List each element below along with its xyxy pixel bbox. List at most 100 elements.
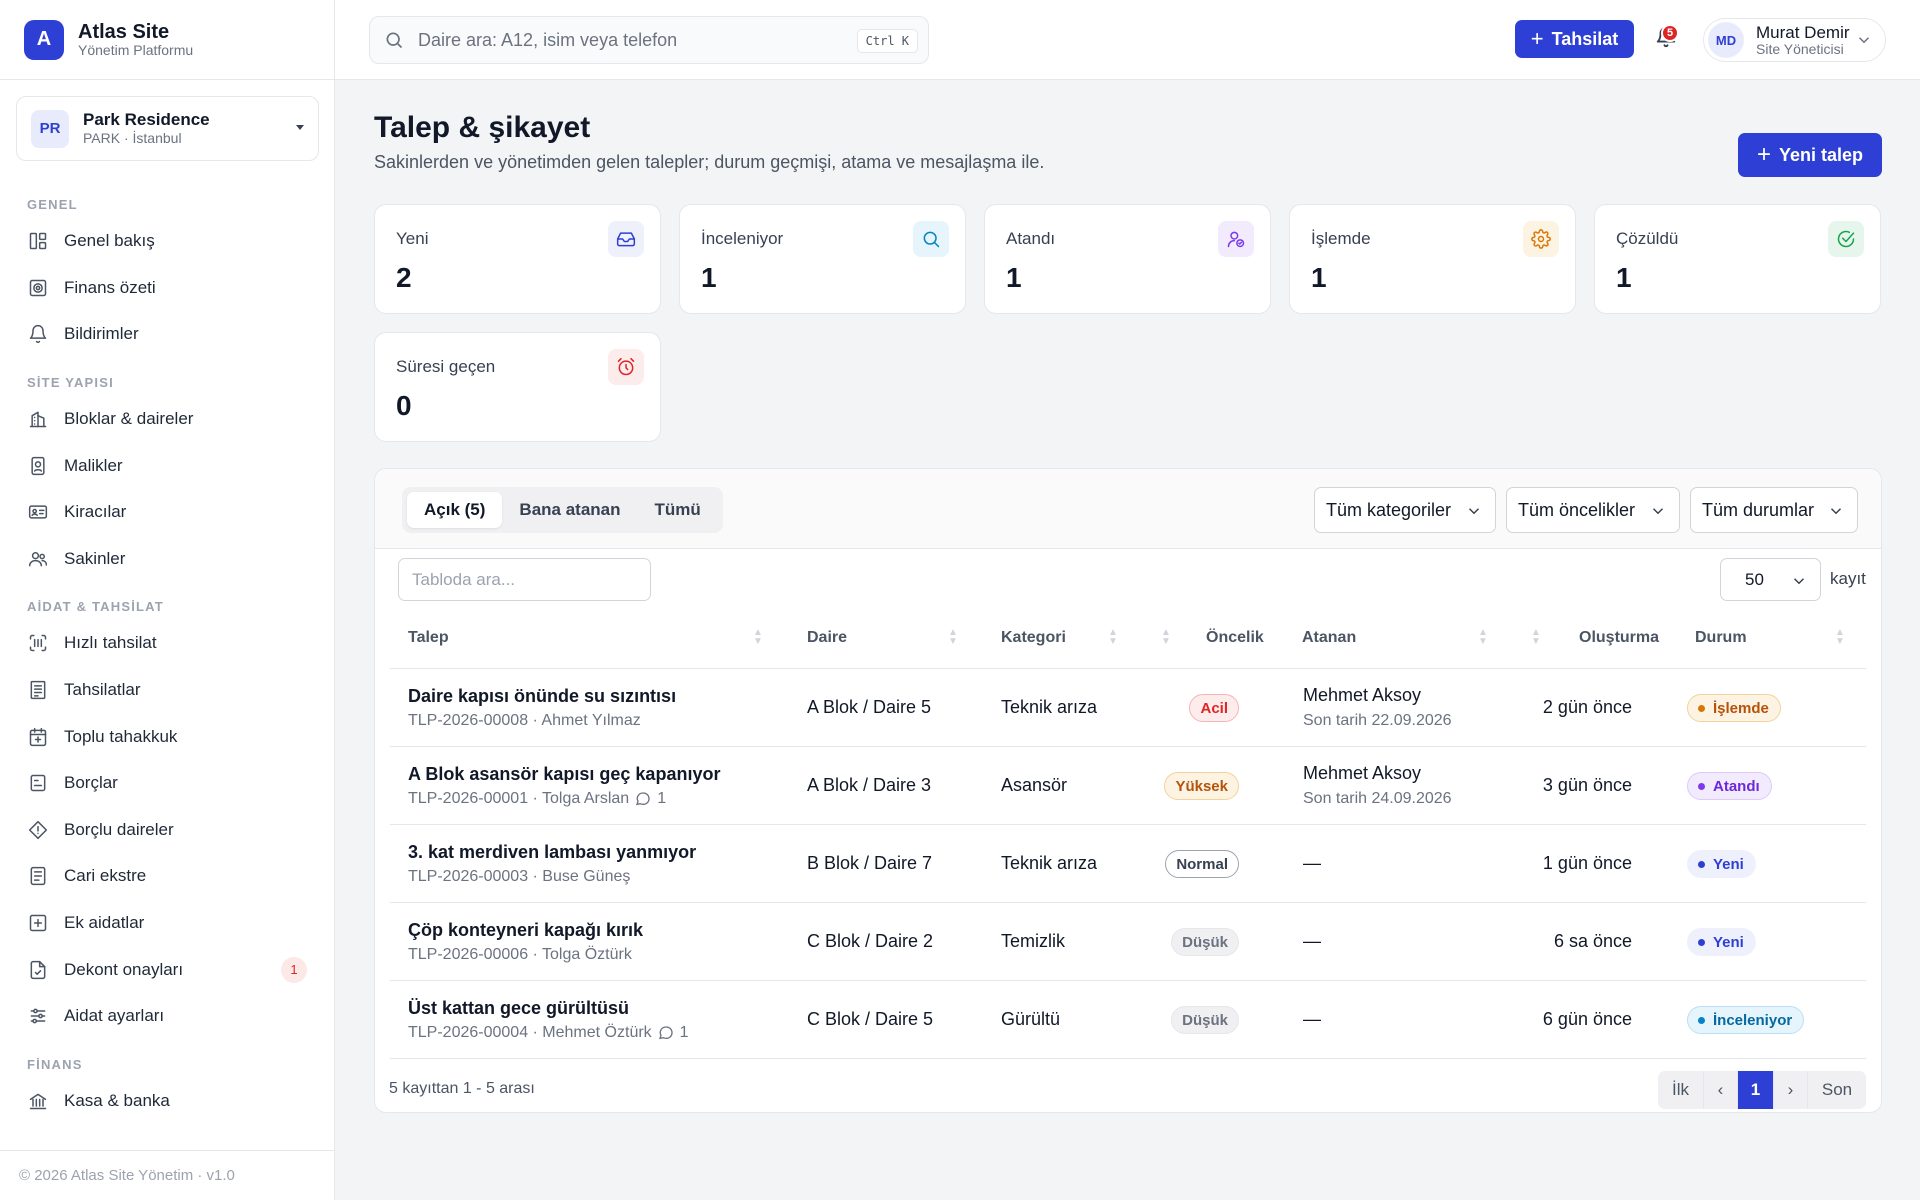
chevron-down-icon: [1649, 502, 1667, 525]
user-check-icon: [1218, 221, 1254, 257]
tab-open[interactable]: Açık (5): [407, 492, 503, 528]
sort-icon[interactable]: ▲ ▼: [1835, 627, 1845, 647]
sidebar-item[interactable]: Borçlu daireler: [0, 807, 334, 854]
stat-card[interactable]: Çözüldü 1: [1594, 204, 1881, 314]
brand[interactable]: A Atlas Site Yönetim Platformu: [0, 0, 334, 80]
page-next-button[interactable]: ›: [1774, 1071, 1808, 1109]
sidebar-item[interactable]: Hızlı tahsilat: [0, 620, 334, 667]
table-search-input[interactable]: [398, 558, 651, 601]
column-header-created[interactable]: Oluşturma: [1579, 629, 1660, 646]
sidebar-item[interactable]: Ek aidatlar: [0, 900, 334, 947]
sort-icon[interactable]: ▲ ▼: [948, 627, 958, 647]
sidebar-item[interactable]: Malikler: [0, 442, 334, 489]
debt-icon: [27, 772, 49, 794]
sidebar-item[interactable]: Bloklar & daireler: [0, 396, 334, 443]
table-row[interactable]: Üst kattan gece gürültüsü TLP-2026-00004 …: [390, 981, 1866, 1059]
table-row[interactable]: Çöp konteyneri kapağı kırık TLP-2026-0000…: [390, 903, 1866, 981]
priority-badge: Yüksek: [1164, 772, 1239, 800]
sidebar-item[interactable]: Dekont onayları 1: [0, 946, 334, 993]
created-cell: 6 gün önce: [1542, 1009, 1632, 1029]
column-header-unit[interactable]: Daire: [807, 629, 848, 646]
table-row[interactable]: 3. kat merdiven lambası yanmıyor TLP-2026…: [390, 825, 1866, 903]
site-location: PARK · İstanbul: [83, 130, 182, 147]
sort-icon[interactable]: ▲ ▼: [753, 627, 763, 647]
stat-value: 0: [396, 390, 412, 421]
category-cell: Asansör: [1001, 775, 1068, 795]
priority-badge: Düşük: [1171, 928, 1239, 956]
request-title[interactable]: Üst kattan gece gürültüsü: [408, 998, 630, 1018]
sidebar-item[interactable]: Kasa & banka: [0, 1078, 334, 1125]
page-current-button[interactable]: 1: [1738, 1071, 1774, 1109]
search-input[interactable]: [418, 29, 838, 51]
status-badge: Yeni: [1687, 928, 1756, 956]
sidebar-item[interactable]: Sakinler: [0, 536, 334, 583]
table-row[interactable]: Daire kapısı önünde su sızıntısı TLP-2026…: [390, 669, 1866, 747]
bell-icon: [27, 323, 49, 345]
column-header-assignee[interactable]: Atanan: [1302, 629, 1357, 646]
page-first-button[interactable]: İlk: [1658, 1071, 1704, 1109]
status-dot: [1698, 860, 1705, 868]
sidebar-item-label: Hızlı tahsilat: [64, 633, 157, 653]
sidebar-item[interactable]: Finans özeti: [0, 265, 334, 312]
stat-card[interactable]: İnceleniyor 1: [679, 204, 966, 314]
sort-icon[interactable]: ▲ ▼: [1108, 627, 1118, 647]
unit-cell: C Blok / Daire 5: [807, 1009, 934, 1029]
stat-card[interactable]: İşlemde 1: [1289, 204, 1576, 314]
request-title[interactable]: Daire kapısı önünde su sızıntısı: [408, 686, 677, 706]
sidebar-item[interactable]: Tahsilatlar: [0, 667, 334, 714]
page-last-button[interactable]: Son: [1821, 1080, 1853, 1099]
status-filter[interactable]: Tüm durumlar: [1690, 487, 1858, 533]
column-header-priority[interactable]: Öncelik: [1206, 629, 1264, 646]
status-label: İnceleniyor: [1713, 1011, 1793, 1029]
site-switcher[interactable]: PR Park Residence PARK · İstanbul: [16, 96, 319, 161]
page-prev-button[interactable]: ‹: [1704, 1071, 1738, 1109]
column-header-request[interactable]: Talep: [408, 629, 449, 646]
sidebar-item-label: Kasa & banka: [64, 1090, 170, 1110]
tab-assigned-to-me[interactable]: Bana atanan: [519, 500, 621, 519]
page-size-select[interactable]: 50: [1720, 558, 1821, 601]
column-header-status[interactable]: Durum: [1695, 629, 1747, 646]
message-count: 1: [635, 790, 666, 808]
table-header-divider: [390, 668, 1866, 669]
stat-label: İnceleniyor: [701, 229, 784, 248]
user-menu[interactable]: MD Murat Demir Site Yöneticisi: [1703, 18, 1886, 62]
request-title[interactable]: 3. kat merdiven lambası yanmıyor: [408, 842, 697, 862]
sidebar-item[interactable]: Toplu tahakkuk: [0, 713, 334, 760]
stat-card[interactable]: Süresi geçen 0: [374, 332, 661, 442]
page-subtitle: Sakinlerden ve yönetimden gelen talepler…: [374, 152, 1045, 172]
calendar-plus-icon: [27, 726, 49, 748]
site-name: Park Residence: [83, 109, 210, 129]
brand-title: Atlas Site: [78, 20, 170, 43]
chevron-down-icon: [1790, 572, 1808, 595]
collect-button[interactable]: + Tahsilat: [1515, 20, 1634, 58]
sidebar-item[interactable]: Bildirimler: [0, 311, 334, 358]
created-cell: 3 gün önce: [1542, 775, 1632, 795]
sort-icon[interactable]: ▲ ▼: [1161, 627, 1171, 647]
stat-card[interactable]: Atandı 1: [984, 204, 1271, 314]
sidebar-item[interactable]: Genel bakış: [0, 218, 334, 265]
new-request-button[interactable]: + Yeni talep: [1738, 133, 1882, 177]
stat-card[interactable]: Yeni 2: [374, 204, 661, 314]
sidebar-item[interactable]: Aidat ayarları: [0, 993, 334, 1040]
status-badge: Yeni: [1687, 850, 1756, 878]
column-header-category[interactable]: Kategori: [1001, 629, 1066, 646]
priority-filter[interactable]: Tüm öncelikler: [1506, 487, 1680, 533]
table-row[interactable]: A Blok asansör kapısı geç kapanıyor TLP-2…: [390, 747, 1866, 825]
sort-icon[interactable]: ▲ ▼: [1531, 627, 1541, 647]
request-title[interactable]: A Blok asansör kapısı geç kapanıyor: [408, 764, 721, 784]
category-filter[interactable]: Tüm kategoriler: [1314, 487, 1496, 533]
page-title: Talep & şikayet: [374, 111, 591, 144]
id-card-icon: [27, 501, 49, 523]
request-title[interactable]: Çöp konteyneri kapağı kırık: [408, 920, 644, 940]
global-search[interactable]: Ctrl K: [369, 16, 929, 64]
stat-label: Süresi geçen: [396, 357, 496, 376]
status-dot: [1698, 1016, 1705, 1024]
sort-icon[interactable]: ▲ ▼: [1478, 627, 1488, 647]
status-badge: İnceleniyor: [1687, 1006, 1805, 1034]
sidebar-item[interactable]: Cari ekstre: [0, 853, 334, 900]
sidebar-item[interactable]: Borçlar: [0, 760, 334, 807]
stat-value: 2: [396, 262, 412, 293]
tab-all[interactable]: Tümü: [654, 500, 701, 519]
request-meta: TLP-2026-00008 · Ahmet Yılmaz: [408, 712, 641, 730]
sidebar-item[interactable]: Kiracılar: [0, 489, 334, 536]
